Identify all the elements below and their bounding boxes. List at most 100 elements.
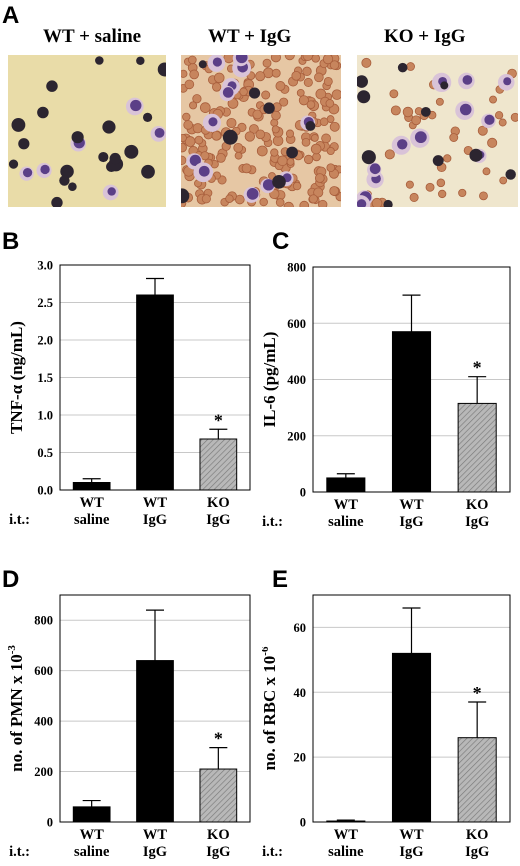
bar-1 [136,660,174,823]
red-blood-cell [183,120,193,130]
red-blood-cell [329,186,340,196]
bar-2 [199,438,238,491]
x-category-sublabel: saline [74,512,110,528]
red-blood-cell [184,79,195,90]
red-blood-cell [241,163,252,174]
red-blood-cell [458,188,467,198]
red-blood-cell [286,157,295,166]
y-tick-label: 200 [34,765,53,779]
red-blood-cell [181,69,188,78]
red-blood-cell [303,154,314,165]
dark-cell [383,199,393,207]
y-tick-label: 1.5 [37,371,53,385]
dark-cell [181,188,190,204]
leukocyte-nucleus [246,187,259,200]
red-blood-cell [477,125,488,136]
bar-0 [326,820,366,823]
red-blood-cell [443,154,452,163]
red-blood-cell [411,115,422,126]
red-blood-cell [226,117,237,128]
red-blood-cell [261,90,271,100]
red-blood-cell [310,143,322,155]
red-blood-cell [321,133,331,144]
dark-cell [432,155,444,167]
micrograph-ko-igg [357,55,518,207]
red-blood-cell [285,129,295,138]
dark-cell [37,106,49,119]
dark-cell [71,131,84,144]
bar-1 [391,652,432,823]
red-blood-cell [390,105,401,116]
dark-cell [11,118,26,132]
red-blood-cell [270,148,279,157]
dark-cell [68,182,77,191]
treatment-row-label: i.t.: [9,512,30,528]
dark-cell [198,60,207,69]
red-blood-cell [389,89,399,99]
x-category-sublabel: IgG [206,844,230,860]
dark-cell [272,175,286,189]
red-blood-cell [314,72,324,83]
x-category-sublabel: saline [74,844,110,860]
y-tick-label: 0.0 [37,484,53,498]
red-blood-cell [201,194,211,204]
y-tick-label: 0 [300,816,306,830]
significance-marker: * [214,729,223,749]
leukocyte-nucleus [130,99,142,112]
x-category-label: KO [466,497,489,513]
red-blood-cell [277,155,288,167]
red-blood-cell [498,118,507,127]
bar-1 [391,331,432,493]
bar-0 [72,806,111,823]
red-blood-cell [308,194,318,204]
bar-1 [136,294,174,491]
leukocyte-nucleus [357,199,367,207]
dark-cell [60,164,74,179]
leukocyte-nucleus [208,117,218,127]
y-tick-label: 0 [300,486,306,500]
dark-cell [102,120,116,134]
red-blood-cell [262,58,272,68]
dark-cell [505,169,516,180]
y-tick-label: 800 [287,261,306,275]
leukocyte-nucleus [262,179,275,191]
leukocyte-nucleus [154,127,165,138]
dark-cell [8,159,19,169]
dark-cell [46,80,58,92]
red-blood-cell [283,201,294,207]
dark-cell [248,87,261,99]
red-blood-cell [329,60,340,70]
x-category-label: WT [334,497,359,513]
x-category-label: WT [334,827,359,843]
red-blood-cell [292,181,302,191]
y-tick-label: 600 [34,664,53,678]
x-category-label: WT [143,495,168,511]
bar-2 [457,737,497,823]
leukocyte-nucleus [414,131,427,144]
y-tick-label: 2.0 [37,334,53,348]
red-blood-cell [233,142,244,153]
red-blood-cell [449,133,459,142]
red-blood-cell [244,131,255,142]
red-blood-cell [482,167,491,176]
red-blood-cell [299,200,310,207]
red-blood-cell [425,182,435,192]
x-category-label: WT [80,827,105,843]
red-blood-cell [275,81,286,91]
leukocyte-nucleus [484,114,495,125]
red-blood-cell [303,77,313,88]
y-axis-label: TNF-α (ng/mL) [7,321,26,434]
dark-cell [141,164,155,179]
red-blood-cell [252,109,263,120]
red-blood-cell [298,95,309,106]
red-blood-cell [275,198,285,207]
red-blood-cell [227,98,239,109]
x-category-sublabel: saline [328,514,364,530]
red-blood-cell [306,100,316,109]
red-blood-cell [211,130,222,141]
red-blood-cell [279,97,289,107]
red-blood-cell [192,123,203,134]
y-tick-label: 2.5 [37,296,53,310]
